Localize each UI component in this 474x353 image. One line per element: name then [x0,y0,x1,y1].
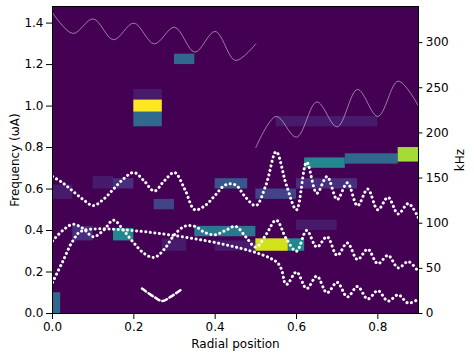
svg-text:100: 100 [426,216,449,230]
svg-text:200: 200 [426,126,449,140]
svg-text:50: 50 [426,261,441,275]
svg-text:0.0: 0.0 [43,320,62,334]
svg-text:Radial position: Radial position [191,337,279,351]
svg-text:150: 150 [426,171,449,185]
svg-text:0.6: 0.6 [24,182,43,196]
svg-text:0.4: 0.4 [206,320,225,334]
svg-text:1.0: 1.0 [24,99,43,113]
svg-text:300: 300 [426,35,449,49]
svg-text:0.2: 0.2 [24,265,43,279]
svg-text:1.2: 1.2 [24,57,43,71]
svg-text:0.8: 0.8 [368,320,387,334]
svg-text:250: 250 [426,81,449,95]
svg-text:Frequency (ωA): Frequency (ωA) [8,113,22,206]
svg-text:1.4: 1.4 [24,16,43,30]
svg-text:0: 0 [426,306,434,320]
svg-text:0.0: 0.0 [24,306,43,320]
svg-text:0.6: 0.6 [287,320,306,334]
svg-text:kHz: kHz [453,149,467,171]
svg-text:0.8: 0.8 [24,140,43,154]
svg-text:0.4: 0.4 [24,223,43,237]
svg-text:0.2: 0.2 [124,320,143,334]
